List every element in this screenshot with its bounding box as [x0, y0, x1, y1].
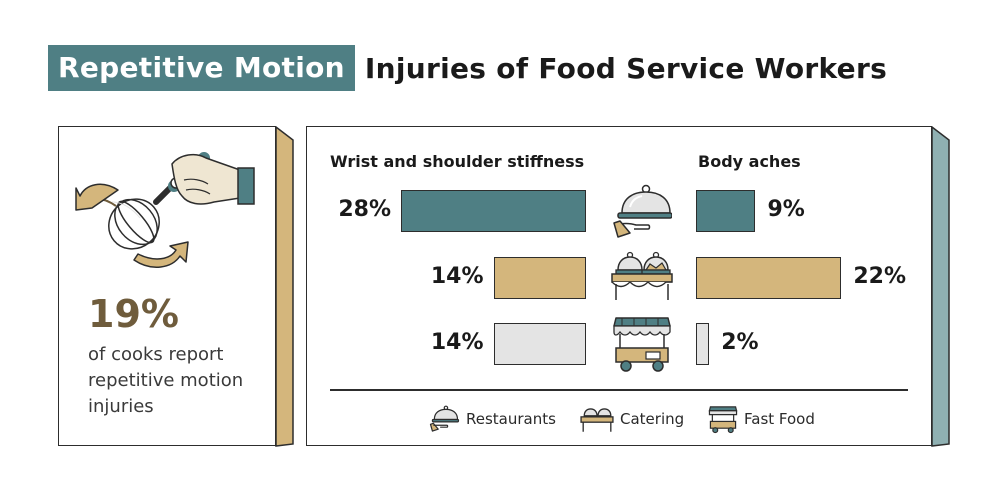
- legend-divider: [330, 389, 908, 391]
- legend-item-fast-food: Fast Food: [708, 402, 815, 436]
- stat-value: 19%: [88, 292, 179, 336]
- legend-label-fast-food: Fast Food: [744, 410, 815, 428]
- bar-wrist-fast-food: [493, 323, 586, 365]
- bar-wrist-restaurants: [401, 190, 586, 232]
- label-wrist-fast-food: 14%: [430, 330, 484, 355]
- label-body-catering: 22%: [853, 264, 907, 289]
- left-card-side: [275, 126, 294, 447]
- bar-body-fast-food: [696, 323, 710, 365]
- legend-item-restaurants: Restaurants: [428, 402, 556, 436]
- cloche-icon: [429, 405, 460, 432]
- legend-item-catering: Catering: [580, 402, 684, 436]
- label-wrist-restaurants: 28%: [338, 197, 391, 222]
- bar-body-restaurants: [696, 190, 756, 232]
- bar-wrist-catering: [493, 257, 586, 299]
- series-header-left: Wrist and shoulder stiffness: [330, 152, 585, 171]
- legend-label-restaurants: Restaurants: [466, 410, 556, 428]
- label-body-fast-food: 2%: [721, 330, 759, 355]
- stat-description: of cooks report repetitive motion injuri…: [88, 344, 244, 417]
- cloche-icon: [613, 184, 672, 238]
- title-rest: Injuries of Food Service Workers: [364, 51, 888, 85]
- food-cart-icon: [613, 317, 671, 372]
- right-card-side: [931, 126, 950, 447]
- series-header-right: Body aches: [698, 152, 801, 171]
- whisk-hand-icon: [75, 152, 255, 268]
- bar-body-catering: [696, 257, 842, 299]
- page-title: Repetitive Motion Injuries of Food Servi…: [48, 45, 887, 91]
- label-wrist-catering: 14%: [430, 264, 484, 289]
- label-body-restaurants: 9%: [767, 197, 805, 222]
- buffet-icon: [611, 251, 673, 300]
- title-highlight: Repetitive Motion: [48, 45, 355, 91]
- buffet-icon: [580, 408, 614, 432]
- food-cart-icon: [708, 406, 738, 434]
- legend-label-catering: Catering: [620, 410, 685, 428]
